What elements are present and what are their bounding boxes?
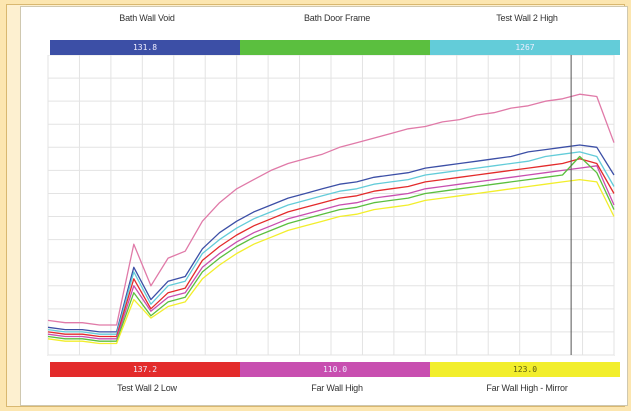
readout-far-wall-high[interactable]: 110.0 (240, 362, 430, 377)
sensor-name-bath-wall-void: Bath Wall Void (119, 13, 175, 23)
series-line-1 (47, 93, 615, 326)
temperature-chart[interactable] (30, 55, 620, 359)
readout-bath-door-frame[interactable] (240, 40, 430, 55)
series-line-2 (47, 144, 615, 333)
series-line-3 (47, 151, 615, 335)
series-line-7 (47, 178, 615, 345)
sensor-name-test-wall-2-high: Test Wall 2 High (496, 13, 558, 23)
readout-value: 123.0 (512, 365, 538, 374)
series-line-6 (47, 155, 615, 342)
series-line-4 (47, 158, 615, 338)
readout-value: 110.0 (322, 365, 348, 374)
sensor-name-far-wall-high: Far Wall High (311, 383, 363, 393)
readout-value: 131.8 (132, 43, 158, 52)
sensor-name-bath-door-frame: Bath Door Frame (303, 13, 371, 23)
readout-test-wall-2-high[interactable]: 1267 (430, 40, 620, 55)
readout-value: 137.2 (132, 365, 158, 374)
readout-far-wall-high-mirror[interactable]: 123.0 (430, 362, 620, 377)
series-line-5 (47, 165, 615, 340)
readout-value: 1267 (515, 43, 535, 52)
sensor-name-test-wall-2-low: Test Wall 2 Low (117, 383, 177, 393)
readout-test-wall-2-low[interactable]: 137.2 (50, 362, 240, 377)
sensor-name-far-wall-high-mirror: Far Wall High - Mirror (486, 383, 568, 393)
readout-bath-wall-void[interactable]: 131.8 (50, 40, 240, 55)
